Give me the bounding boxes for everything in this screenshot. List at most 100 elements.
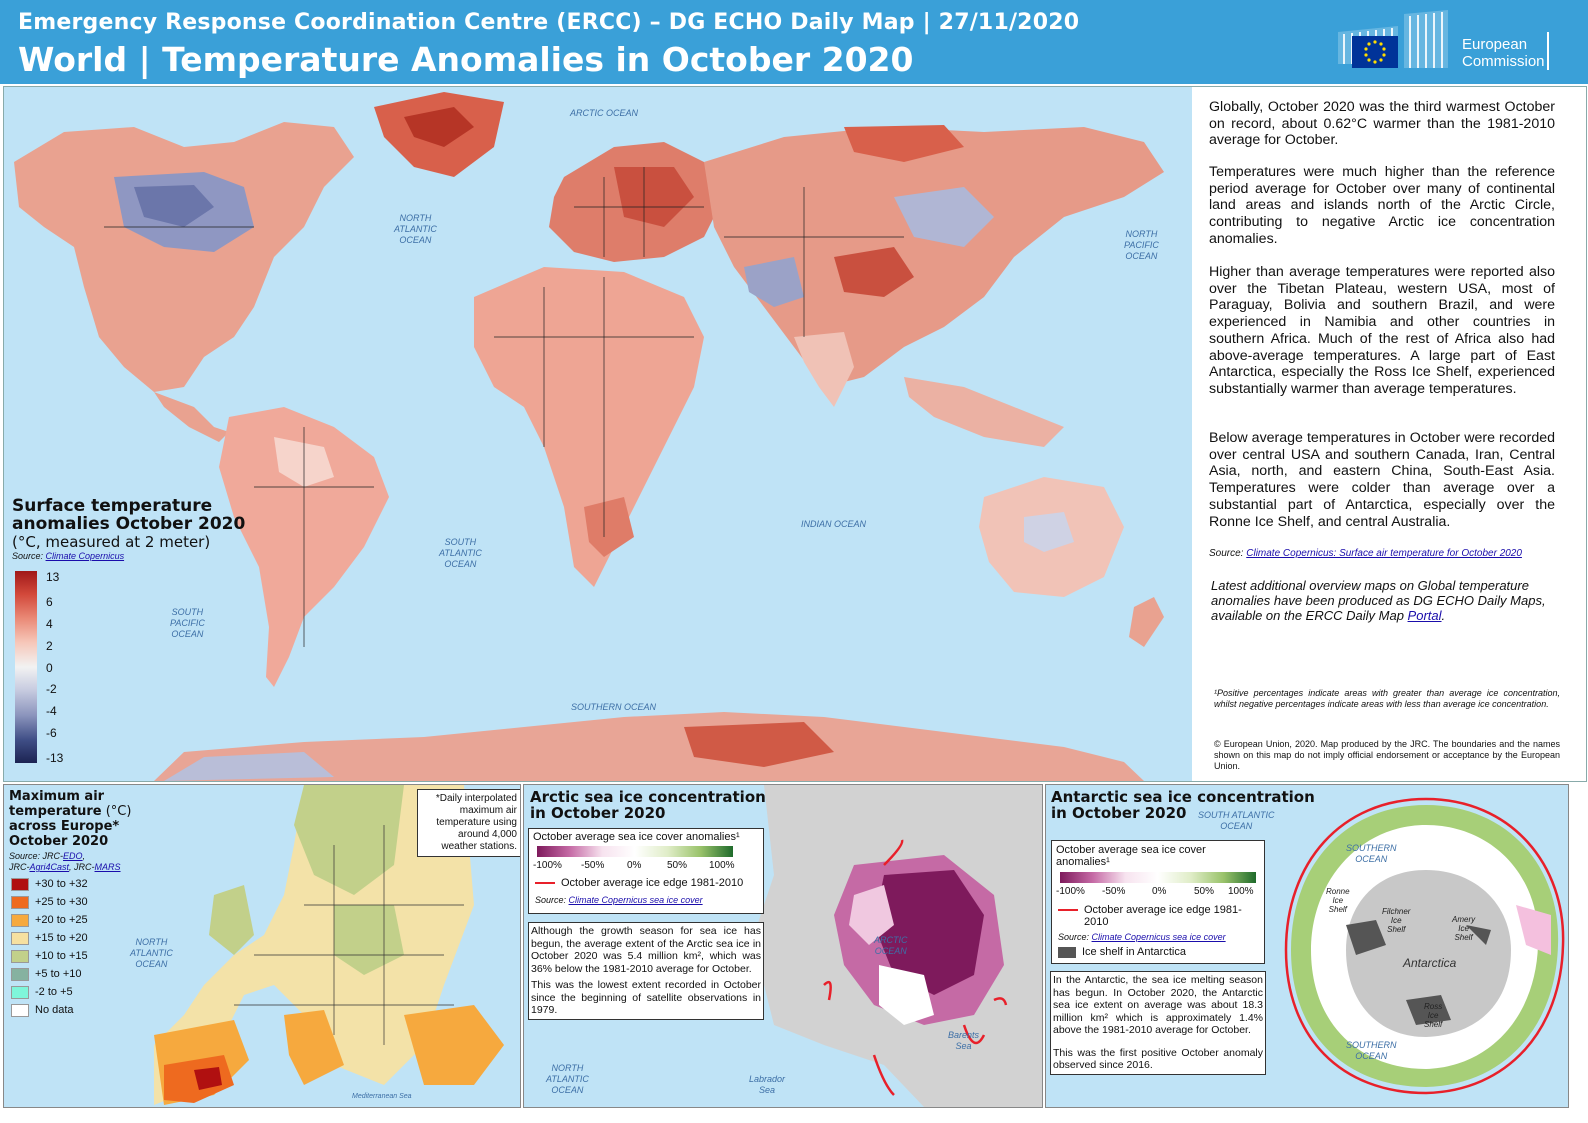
antarctica-landmass — [154, 712, 1144, 781]
legend-tick: 6 — [46, 595, 53, 609]
europe-legend-item: +10 to +15 — [11, 947, 88, 965]
antarctic-description-box: In the Antarctic, the sea ice melting se… — [1050, 971, 1266, 1075]
antarctic-source-link[interactable]: Climate Copernicus sea ice cover — [1091, 932, 1226, 942]
arctic-source-link[interactable]: Climate Copernicus sea ice cover — [568, 895, 703, 905]
southern-ocean-label-bottom: SOUTHERN OCEAN — [1346, 1040, 1397, 1061]
red-line-swatch — [1058, 909, 1078, 911]
legend-tick: -100% — [1056, 886, 1085, 897]
antarctic-title: Antarctic sea ice concentration in Octob… — [1051, 788, 1315, 822]
arctic-ice-edge-legend: October average ice edge 1981-2010 — [535, 877, 743, 889]
arctic-legend-ramp — [537, 846, 733, 857]
ross-label: Ross Ice Shelf — [1424, 1002, 1443, 1029]
description-source-link[interactable]: Climate Copernicus: Surface air temperat… — [1246, 548, 1522, 559]
europe-legend-item: -2 to +5 — [11, 983, 88, 1001]
labrador-sea-label: Labrador Sea — [749, 1074, 786, 1095]
arctic-description-2: This was the lowest extent recorded in O… — [531, 979, 761, 1016]
ec-logo-text: European Commission — [1462, 36, 1545, 70]
south-atlantic-label: SOUTH ATLANTIC OCEAN — [1198, 810, 1275, 831]
description-paragraph-2: Temperatures were much higher than the r… — [1209, 164, 1555, 247]
description-sidebar: Globally, October 2020 was the third war… — [1192, 87, 1586, 781]
legend-tick: -50% — [581, 860, 605, 871]
europe-legend-item: +30 to +32 — [11, 875, 88, 893]
ec-logo-text-line1: European — [1462, 36, 1528, 53]
mediterranean-label: Mediterranean Sea — [352, 1093, 412, 1100]
europe-borders — [234, 825, 464, 1045]
filchner-label: Filchner Ice Shelf — [1382, 907, 1411, 934]
antarctic-ice-edge-1981-2010 — [1284, 797, 1565, 1095]
amery-label: Amery Ice Shelf — [1452, 915, 1476, 942]
description-paragraph-4: Below average temperatures in October we… — [1209, 430, 1555, 530]
africa-landmass — [474, 267, 704, 587]
ross-ice-shelf-warm-anomaly — [684, 722, 834, 767]
header-subtitle: Emergency Response Coordination Centre (… — [18, 10, 1080, 35]
europe-legend-item: +15 to +20 — [11, 929, 88, 947]
europe-title: Maximum air temperature (°C) across Euro… — [9, 789, 132, 849]
ice-shelf-legend: Ice shelf in Antarctica — [1058, 946, 1186, 958]
red-line-swatch — [535, 882, 555, 884]
arctic-ice-edge-1981-2010 — [823, 839, 1008, 1096]
country-borders — [104, 167, 904, 647]
tibet-warm-anomaly — [834, 247, 914, 297]
description-paragraph-3: Higher than average temperatures were re… — [1209, 264, 1555, 397]
north-america-landmass — [14, 122, 354, 392]
arctic-north-atlantic-label: NORTH ATLANTIC OCEAN — [546, 1063, 589, 1095]
asia-landmass — [704, 127, 1164, 387]
antarctic-legend-title: October average sea ice cover anomalies¹ — [1056, 844, 1206, 868]
legend-swatch — [11, 967, 29, 981]
legend-tick: -2 — [46, 682, 57, 696]
european-commission-logo — [1338, 10, 1564, 72]
antarctica-continent — [1346, 870, 1511, 1037]
europe-temperature-panel: Maximum air temperature (°C) across Euro… — [3, 784, 521, 1108]
ec-building-logo-icon — [1338, 10, 1549, 70]
ocean-label-south-pacific: SOUTH PACIFIC OCEAN — [170, 607, 205, 639]
antarctic-sea-ice-panel: Antarctic sea ice concentration in Octob… — [1045, 784, 1569, 1108]
europe-source: Source: JRC-EDO, JRC-Agri4Cast, JRC-MARS — [9, 851, 121, 872]
europe-ocean-label: NORTH ATLANTIC OCEAN — [130, 937, 173, 969]
arctic-description-box: Although the growth season for sea ice h… — [528, 922, 764, 1020]
arctic-description-1: Although the growth season for sea ice h… — [531, 925, 761, 975]
ocean-label-indian: INDIAN OCEAN — [801, 519, 867, 529]
description-source: Source: Climate Copernicus: Surface air … — [1209, 548, 1522, 559]
legend-source: Source: Climate Copernicus — [12, 551, 125, 561]
europe-legend-item: +5 to +10 — [11, 965, 88, 983]
portal-link[interactable]: Portal — [1407, 608, 1442, 623]
legend-swatch — [11, 877, 29, 891]
legend-tick: -6 — [46, 726, 57, 740]
legend-tick: 50% — [667, 860, 688, 871]
ocean-label-arctic: ARCTIC OCEAN — [570, 108, 639, 118]
ronne-label: Ronne Ice Shelf — [1326, 887, 1350, 914]
antarctic-description-1: In the Antarctic, the sea ice melting se… — [1053, 974, 1263, 1036]
legend-tick: -100% — [533, 860, 562, 871]
legend-source-link[interactable]: Climate Copernicus — [45, 551, 125, 561]
legend-tick: 0 — [46, 661, 53, 675]
legend-title-line1: Surface temperature — [12, 496, 213, 516]
legend-tick: 0% — [627, 860, 642, 871]
arctic-legend-box: October average sea ice cover anomalies¹… — [528, 828, 764, 914]
antarctic-legend-ramp — [1060, 872, 1256, 883]
legend-tick: -50% — [1102, 886, 1126, 897]
legend-title-line2: anomalies October 2020 — [12, 514, 246, 534]
footnote: ¹Positive percentages indicate areas wit… — [1214, 688, 1560, 709]
europe-note-box: *Daily interpolated maximum air temperat… — [417, 789, 520, 857]
world-map-panel: ARCTIC OCEAN NORTH ATLANTIC OCEAN NORTH PAC… — [3, 86, 1587, 782]
europe-source-edo-link[interactable]: EDO — [63, 851, 83, 861]
ocean-label-north-atlantic: NORTH ATLANTIC OCEAN — [394, 213, 437, 245]
copyright-notice: © European Union, 2020. Map produced by … — [1214, 739, 1560, 771]
ocean-label-north-pacific: NORTH PACIFIC OCEAN — [1124, 229, 1159, 261]
portal-note: Latest additional overview maps on Globa… — [1211, 578, 1546, 623]
antarctic-source: Source: Climate Copernicus sea ice cover — [1058, 932, 1226, 942]
legend-tick: 100% — [709, 860, 735, 871]
central-america — [154, 392, 229, 442]
europe-source-mars-link[interactable]: MARS — [94, 862, 121, 872]
southeast-asia-islands — [904, 377, 1064, 447]
arctic-sea-ice-panel: Arctic sea ice concentration in October … — [523, 784, 1043, 1108]
ronne-ice-shelf-cold-anomaly — [164, 752, 334, 781]
europe-legend-item: No data — [11, 1001, 88, 1019]
europe-legend-item: +25 to +30 — [11, 893, 88, 911]
ronne-ice-shelf — [1346, 920, 1386, 955]
europe-legend-item: +20 to +25 — [11, 911, 88, 929]
temperature-legend: Surface temperature anomalies October 20… — [12, 496, 246, 765]
europe-source-agri4cast-link[interactable]: Agri4Cast — [29, 862, 70, 872]
world-map — [4, 87, 1192, 781]
legend-tick: -4 — [46, 704, 57, 718]
